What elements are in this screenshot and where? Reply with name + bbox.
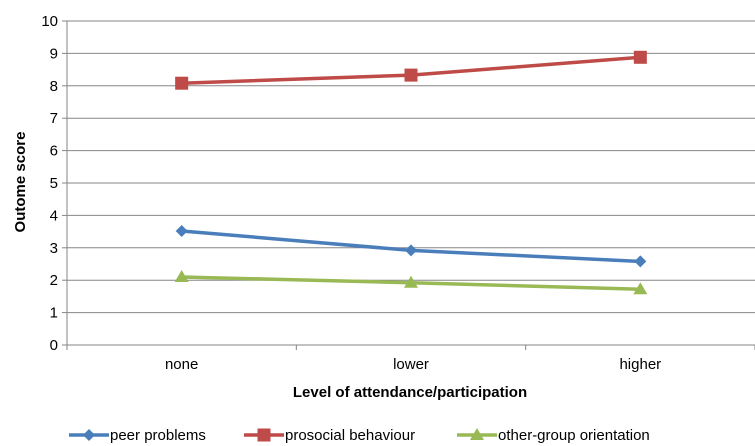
x-tick-label: lower (393, 356, 429, 373)
legend-label-peer-problems: peer problems (110, 427, 206, 444)
y-tick-label: 8 (50, 78, 58, 95)
y-tick-label: 3 (50, 240, 58, 257)
x-tick-labels: none lower higher (165, 356, 661, 373)
y-tick-label: 5 (50, 175, 58, 192)
x-tick-label: higher (619, 356, 661, 373)
y-axis-title: Outome score (12, 132, 29, 233)
series-peer-problems (175, 224, 647, 268)
legend-marker-prosocial-behaviour (257, 428, 271, 442)
legend-item-peer-problems: peer problems (69, 427, 206, 444)
data-point-peer-problems (175, 224, 188, 237)
data-point-peer-problems (634, 255, 647, 268)
legend-label-prosocial-behaviour: prosocial behaviour (285, 427, 415, 444)
y-tick-label: 7 (50, 110, 58, 127)
data-point-prosocial-behaviour (633, 50, 647, 64)
y-tick-label: 1 (50, 305, 58, 322)
legend-marker-peer-problems (83, 429, 95, 441)
legend-item-other-group-orientation: other-group orientation (457, 427, 650, 444)
series-prosocial-behaviour (175, 50, 647, 90)
data-point-other-group-orientation (174, 269, 189, 282)
data-point-prosocial-behaviour (175, 76, 189, 90)
x-axis-title: Level of attendance/participation (293, 384, 527, 401)
series-lines (174, 50, 648, 295)
y-tick-label: 9 (50, 45, 58, 62)
gridlines (67, 20, 755, 314)
y-tick-label: 2 (50, 272, 58, 289)
x-tick-label: none (165, 356, 198, 373)
series-other-group-orientation (174, 269, 648, 295)
y-tick-labels: 0 1 2 3 4 5 6 7 8 9 10 (41, 13, 58, 354)
legend-label-other-group-orientation: other-group orientation (498, 427, 650, 444)
data-point-peer-problems (405, 244, 417, 257)
y-tick-label: 0 (50, 337, 58, 354)
legend: peer problems prosocial behaviour other-gr… (69, 427, 650, 444)
axes (62, 20, 755, 350)
data-point-other-group-orientation (633, 282, 648, 295)
data-point-prosocial-behaviour (404, 68, 418, 82)
legend-marker-other-group-orientation (470, 428, 484, 440)
y-tick-label: 10 (41, 13, 58, 30)
y-tick-label: 6 (50, 143, 58, 160)
y-tick-label: 4 (50, 207, 58, 224)
data-point-other-group-orientation (404, 275, 418, 288)
legend-item-prosocial-behaviour: prosocial behaviour (244, 427, 415, 444)
